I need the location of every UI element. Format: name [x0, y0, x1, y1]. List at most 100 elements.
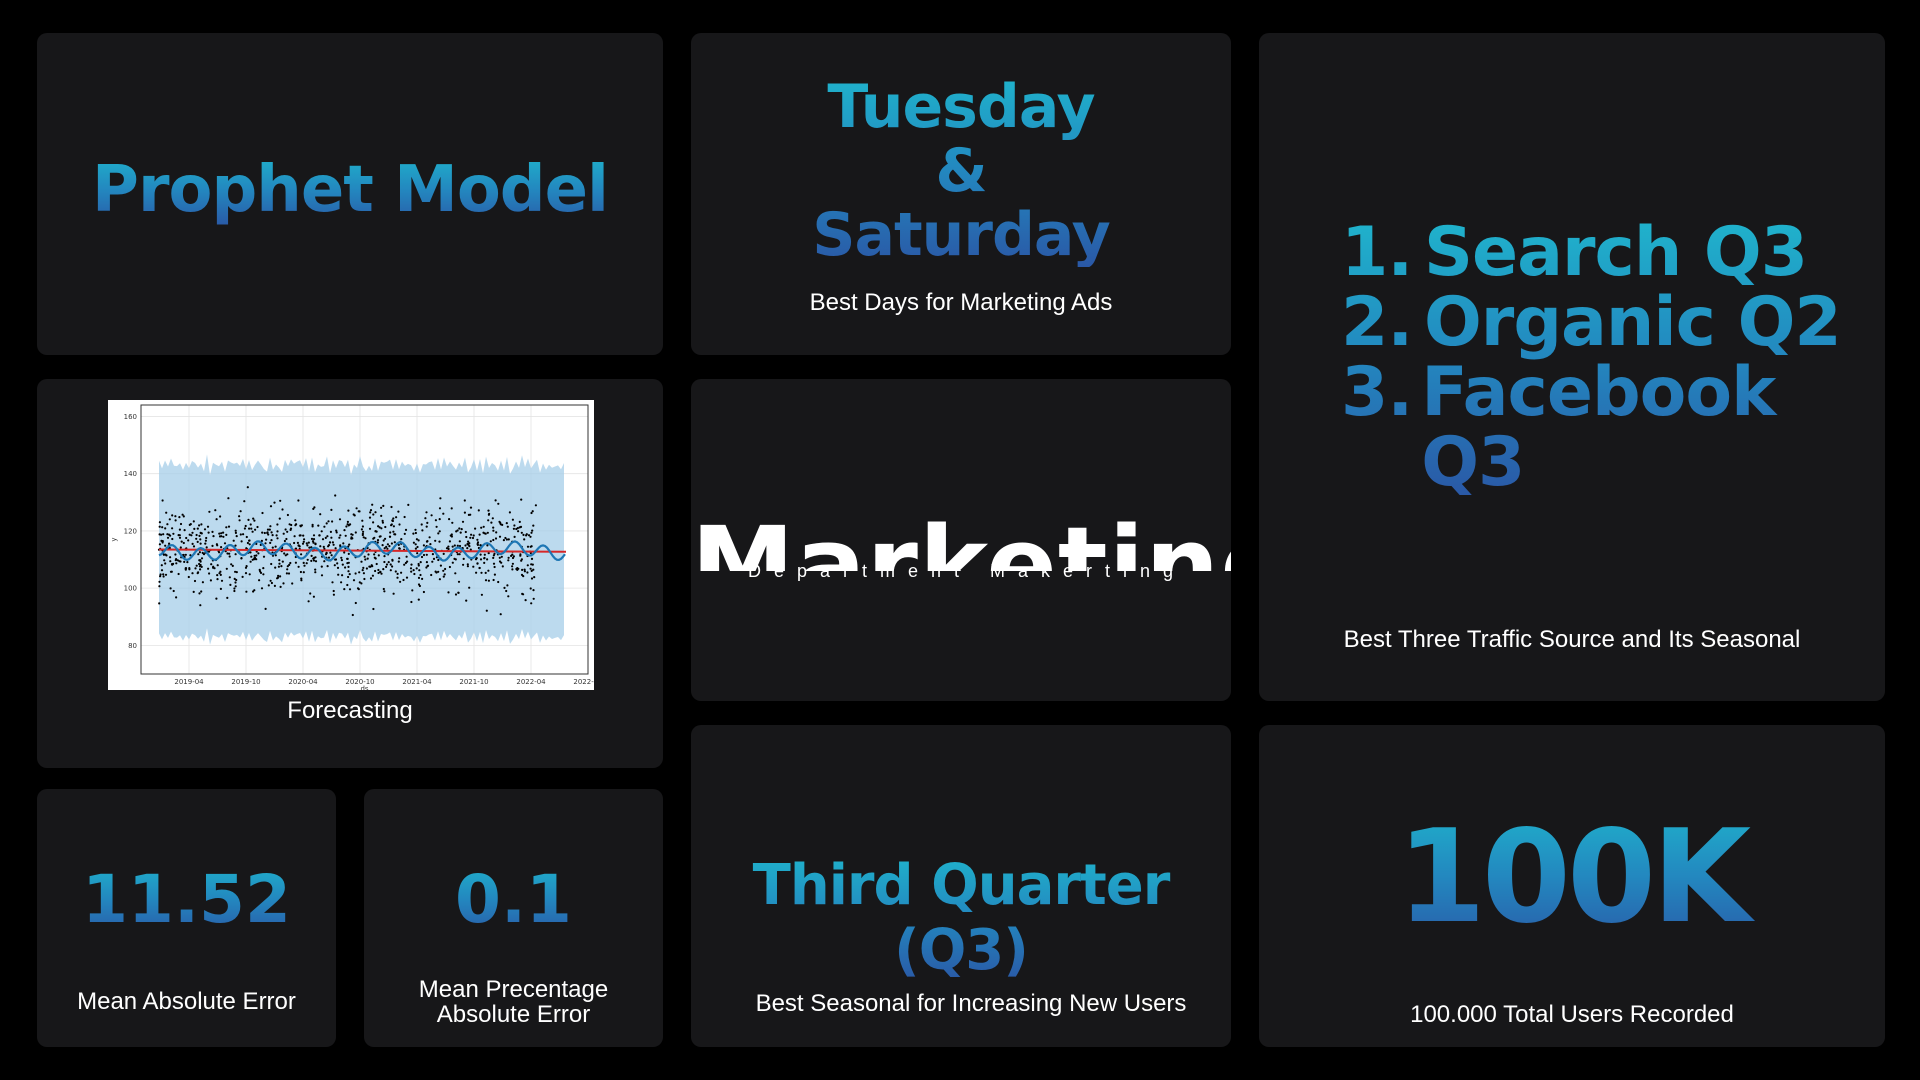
forecast-point — [276, 530, 279, 533]
forecast-point — [332, 543, 335, 546]
forecast-point — [219, 570, 222, 573]
forecast-point — [513, 524, 516, 527]
forecast-point — [447, 547, 450, 551]
forecast-point — [269, 541, 272, 544]
forecast-point — [390, 505, 393, 509]
forecast-point — [327, 520, 330, 523]
forecast-point — [462, 557, 465, 560]
forecast-point — [417, 583, 421, 586]
forecast-point — [184, 567, 188, 570]
forecast-point — [275, 534, 278, 537]
forecast-point — [477, 509, 480, 512]
forecast-point — [197, 571, 200, 574]
forecast-point — [372, 607, 375, 611]
forecast-point — [169, 560, 172, 563]
traffic-item: 2. Organic Q2 — [1341, 288, 1885, 358]
forecast-point — [493, 565, 496, 569]
forecast-point — [457, 580, 461, 583]
forecast-point — [219, 573, 222, 576]
forecast-point — [465, 599, 468, 602]
forecast-point — [281, 508, 284, 511]
forecast-point — [498, 535, 502, 538]
forecast-point — [516, 568, 519, 571]
forecast-point — [285, 537, 288, 541]
forecast-point — [482, 531, 485, 534]
forecast-point — [392, 530, 395, 533]
forecast-point — [383, 590, 386, 593]
forecast-point — [426, 540, 429, 543]
forecast-point — [499, 613, 502, 616]
forecast-point — [326, 535, 329, 538]
forecast-point — [392, 592, 395, 595]
traffic-label: Search Q3 — [1424, 213, 1808, 292]
forecast-point — [451, 545, 454, 548]
forecast-point — [331, 520, 334, 523]
forecast-point — [377, 571, 380, 575]
total-users-caption: 100.000 Total Users Recorded — [1410, 1001, 1734, 1028]
forecast-y-tick-label: 80 — [128, 642, 137, 650]
forecast-point — [228, 552, 231, 555]
forecast-point — [313, 556, 316, 559]
forecast-point — [199, 568, 202, 571]
forecast-point — [312, 538, 316, 541]
forecast-point — [244, 566, 248, 569]
forecast-point — [392, 517, 395, 520]
forecast-point — [183, 529, 186, 532]
forecast-point — [314, 571, 317, 574]
forecast-point — [511, 518, 514, 521]
forecast-point — [225, 526, 228, 529]
forecast-point — [274, 554, 277, 557]
forecast-point — [438, 507, 442, 510]
forecast-point — [227, 497, 230, 500]
forecast-point — [529, 535, 532, 538]
forecast-point — [483, 553, 486, 556]
forecast-point — [507, 559, 510, 562]
forecast-point — [492, 578, 495, 582]
forecast-point — [405, 576, 409, 579]
forecast-point — [497, 502, 500, 505]
traffic-rank: 3. — [1341, 353, 1413, 432]
forecast-point — [160, 564, 163, 567]
forecast-point — [346, 523, 349, 526]
forecast-point — [166, 536, 170, 539]
forecast-point — [347, 570, 350, 573]
forecast-point — [422, 544, 425, 547]
forecast-point — [263, 531, 266, 535]
forecast-point — [320, 530, 323, 533]
third-quarter-card: Third Quarter (Q3) Best Seasonal for Inc… — [691, 725, 1231, 1047]
forecast-point — [414, 543, 417, 546]
forecast-point — [531, 563, 534, 566]
forecast-point — [169, 570, 173, 573]
forecast-point — [517, 530, 520, 533]
forecast-point — [412, 532, 415, 535]
forecast-point — [483, 557, 486, 560]
forecast-point — [171, 527, 174, 530]
forecast-point — [482, 525, 485, 528]
forecast-point — [417, 562, 420, 566]
forecast-point — [369, 509, 373, 512]
forecast-point — [363, 577, 366, 581]
forecast-point — [468, 586, 471, 589]
forecast-point — [199, 560, 202, 563]
forecast-point — [362, 572, 365, 575]
forecast-point — [286, 513, 289, 517]
forecast-point — [175, 562, 178, 565]
forecast-point — [462, 563, 465, 566]
forecast-point — [253, 557, 256, 560]
forecast-x-axis-label: ds — [360, 685, 368, 690]
forecast-point — [325, 551, 328, 554]
forecast-point — [386, 543, 389, 546]
forecast-point — [287, 572, 291, 575]
forecast-point — [278, 559, 281, 562]
forecast-point — [407, 503, 410, 506]
forecast-point — [246, 541, 249, 545]
forecast-point — [523, 538, 526, 541]
forecast-point — [361, 519, 364, 522]
forecast-point — [389, 569, 392, 572]
forecast-point — [420, 523, 423, 526]
forecast-point — [174, 515, 177, 518]
forecast-point — [371, 503, 374, 506]
forecast-point — [487, 552, 490, 555]
forecast-point — [384, 537, 387, 540]
forecast-point — [375, 562, 378, 566]
